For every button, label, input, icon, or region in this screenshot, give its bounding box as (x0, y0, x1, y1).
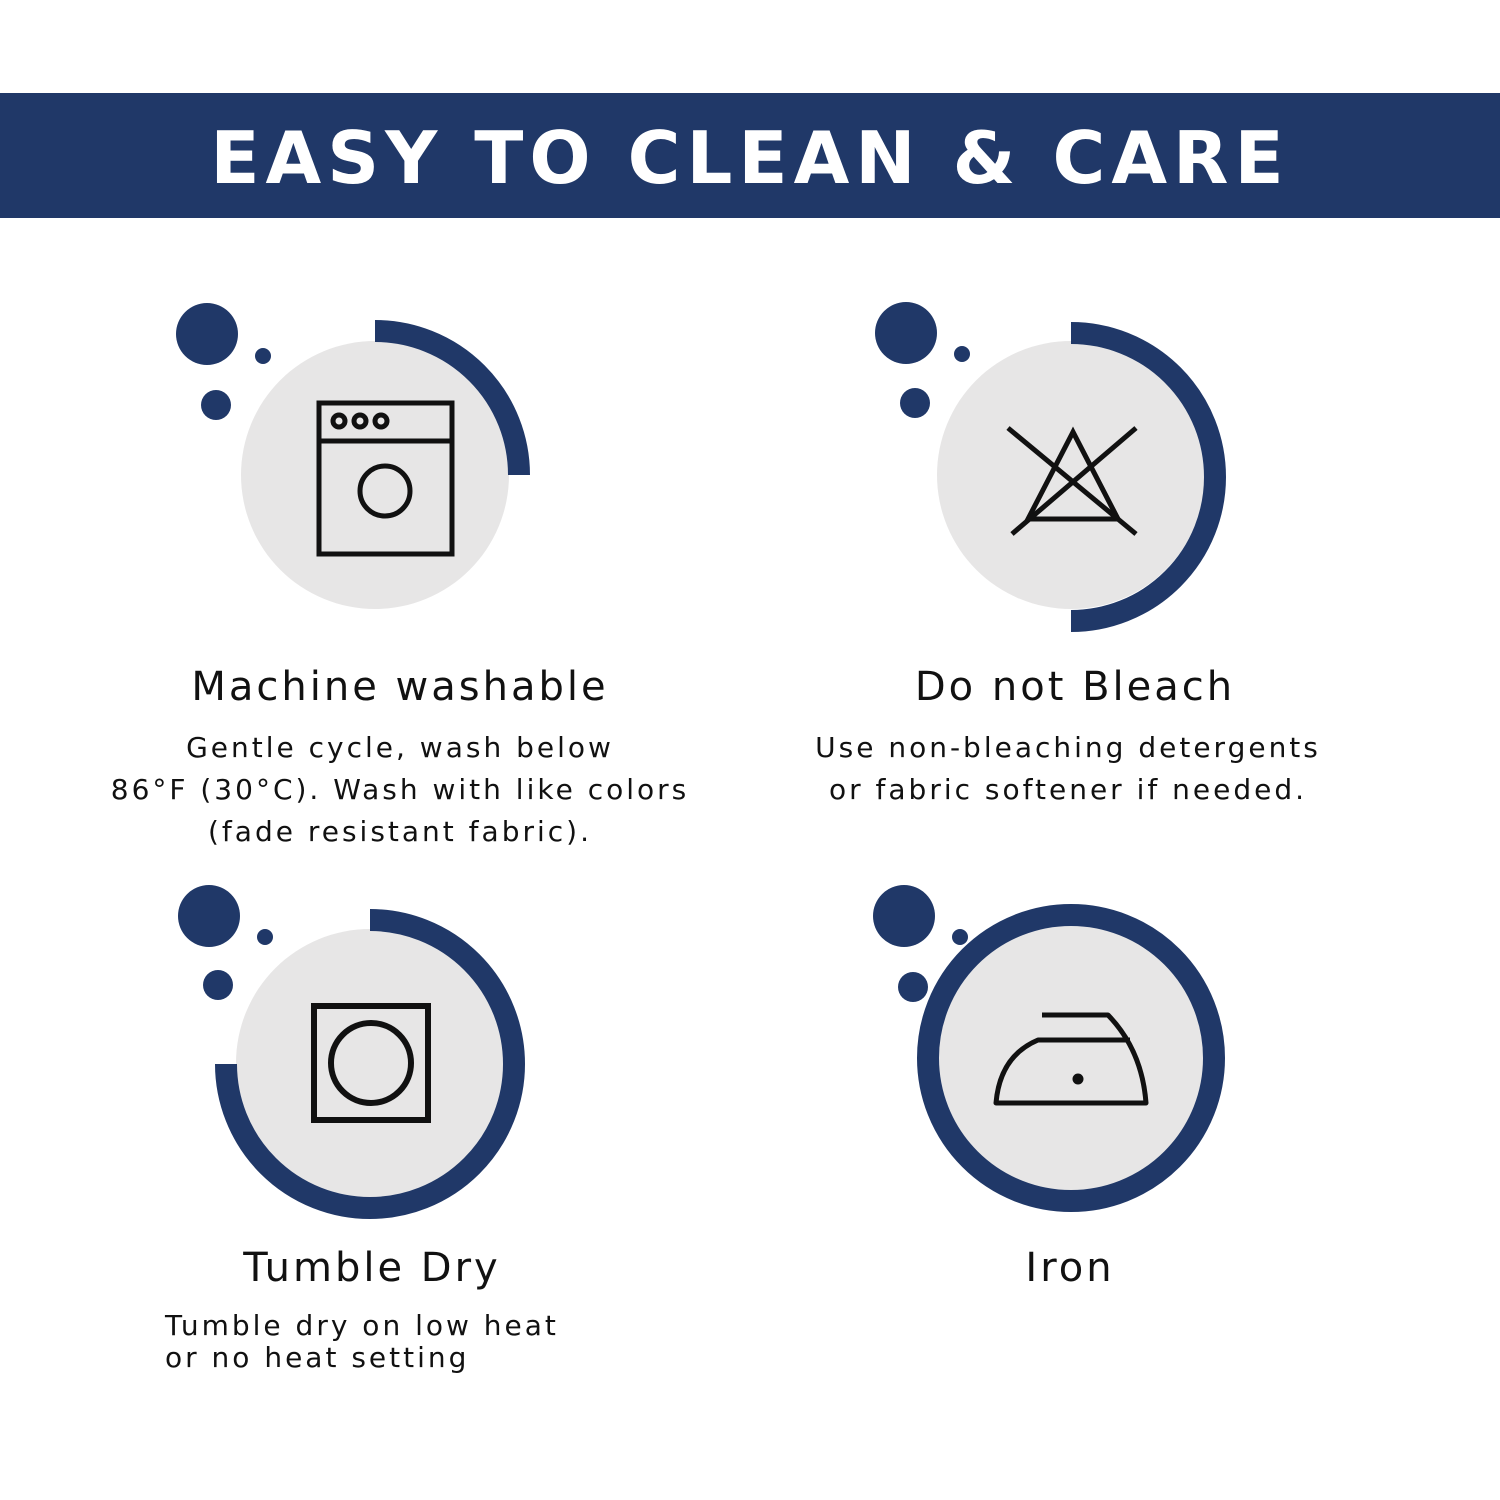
tumble-dry-description: Tumble dry on low heat or no heat settin… (165, 1310, 559, 1374)
machine-washable-title: Machine washable (191, 664, 609, 710)
machine-washable-description: Gentle cycle, wash below 86°F (30°C). Wa… (50, 727, 750, 853)
tumble-dry-title: Tumble Dry (243, 1245, 501, 1291)
do-not-bleach-description: Use non-bleaching detergents or fabric s… (718, 727, 1418, 811)
iron-icon (993, 1012, 1149, 1106)
tumble-dry-badge (178, 885, 525, 1219)
washing-machine-badge (176, 303, 530, 609)
description-line: Tumble dry on low heat (165, 1309, 559, 1342)
no-bleach-badge (875, 302, 1226, 632)
do-not-bleach-title: Do not Bleach (914, 664, 1236, 710)
no-bleach-icon (1006, 426, 1138, 536)
description-line: 86°F (30°C). Wash with like colors (110, 773, 690, 806)
washing-machine-icon (316, 400, 455, 557)
iron-badge (873, 885, 1225, 1212)
header-banner: EASY TO CLEAN & CARE (0, 93, 1500, 218)
tumble-dry-icon (311, 1003, 431, 1123)
description-line: Use non-bleaching detergents (815, 731, 1321, 764)
description-line: or fabric softener if needed. (828, 773, 1307, 806)
description-line: or no heat setting (165, 1341, 470, 1374)
description-line: (fade resistant fabric). (208, 815, 592, 848)
page-title: EASY TO CLEAN & CARE (210, 115, 1290, 200)
description-line: Gentle cycle, wash below (186, 731, 614, 764)
iron-title: Iron (1025, 1245, 1115, 1291)
